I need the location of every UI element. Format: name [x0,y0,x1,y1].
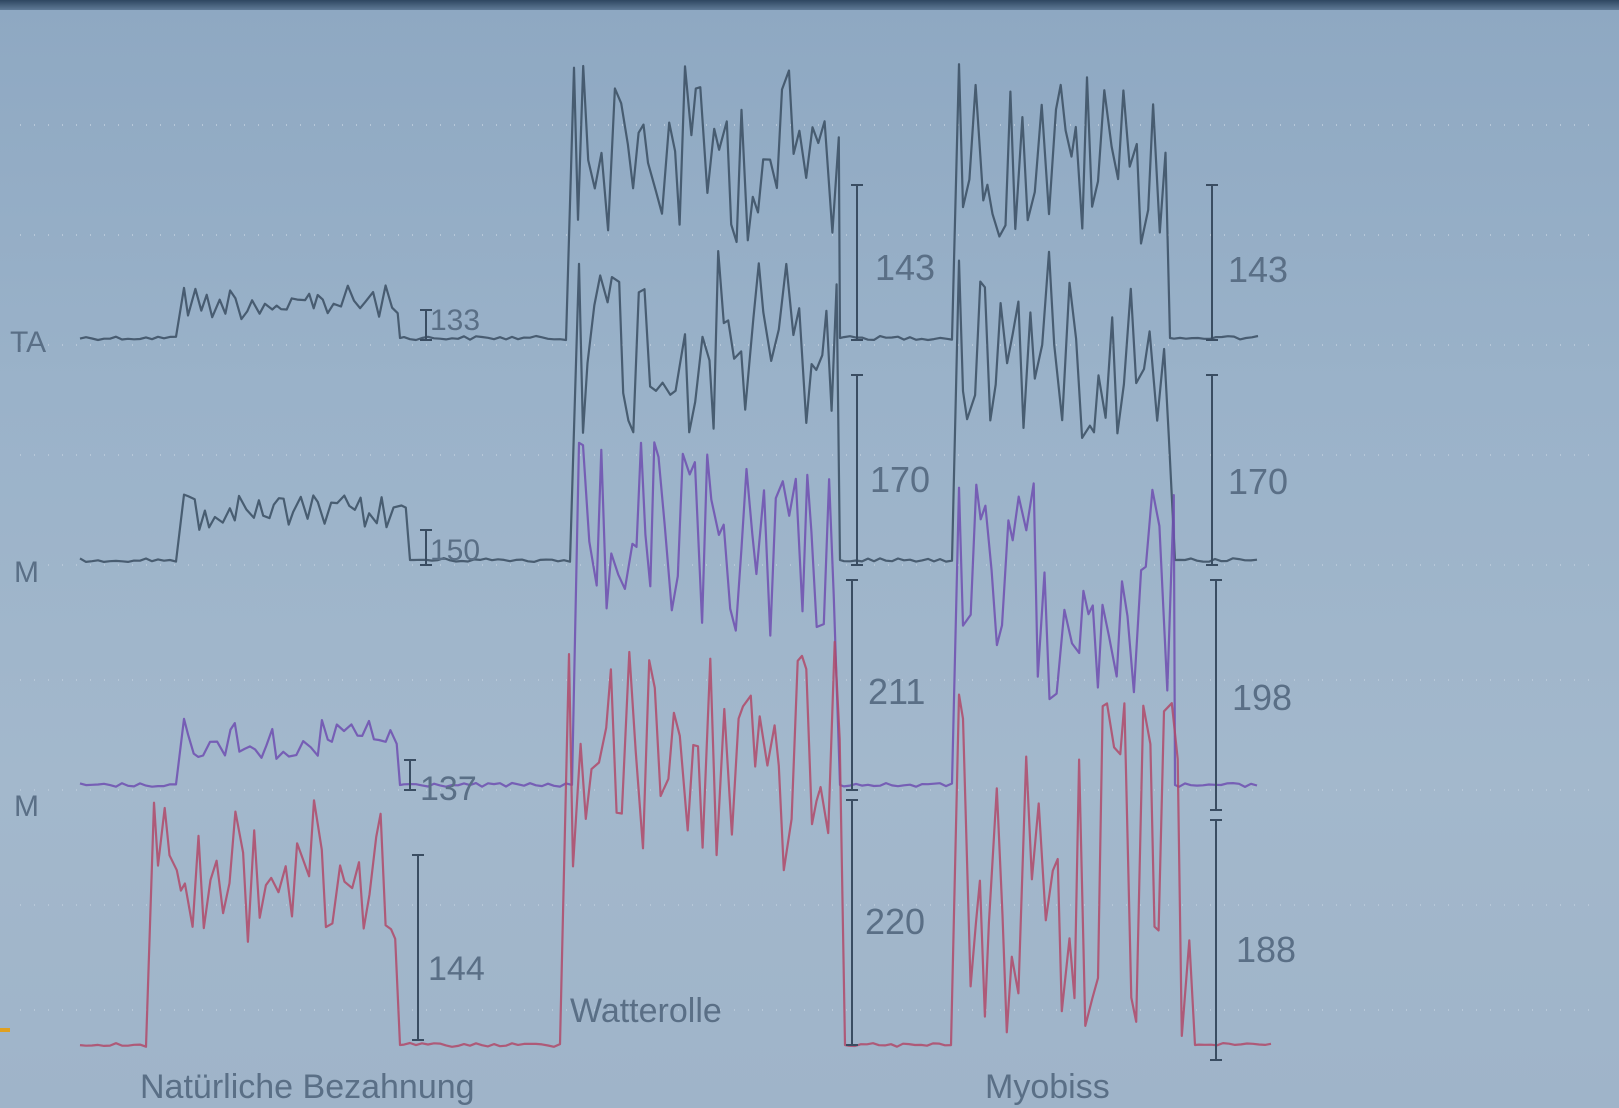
channel-label-mm: M [14,556,39,589]
condition-label-watterolle: Watterolle [570,992,722,1030]
amp-label-ta-myobiss: 143 [1228,249,1288,290]
labels: TA M M Natürliche Bezahnung Watterolle M… [10,247,1296,1106]
channel-label-dm: M [14,790,39,823]
amp-label-ta-watterolle: 143 [875,247,935,288]
trace-bottom [79,640,1272,1048]
trace-ta [79,63,1259,342]
amp-label-dm-watterolle: 211 [868,671,925,712]
amp-label-bottom-natural: 144 [428,950,485,988]
channel-label-ta: TA [10,326,46,359]
amp-label-mm-myobiss: 170 [1228,461,1288,502]
amp-label-dm-myobiss: 198 [1232,677,1292,718]
amp-label-bottom-myobiss: 188 [1236,929,1296,970]
traces [79,63,1272,1048]
amp-label-bottom-watterolle: 220 [865,901,925,942]
amp-label-dm-natural: 137 [420,770,477,808]
condition-label-natural: Natürliche Bezahnung [140,1068,475,1106]
condition-label-myobiss: Myobiss [985,1068,1110,1106]
amp-label-mm-watterolle: 170 [870,459,930,500]
amplitude-bars [404,184,1222,1061]
top-edge-band [0,0,1619,10]
grid [20,124,1600,1011]
trace-dm [79,441,1258,788]
amp-label-ta-natural: 133 [430,304,480,337]
amp-label-mm-natural: 150 [430,534,480,567]
trace-mm [79,250,1258,563]
